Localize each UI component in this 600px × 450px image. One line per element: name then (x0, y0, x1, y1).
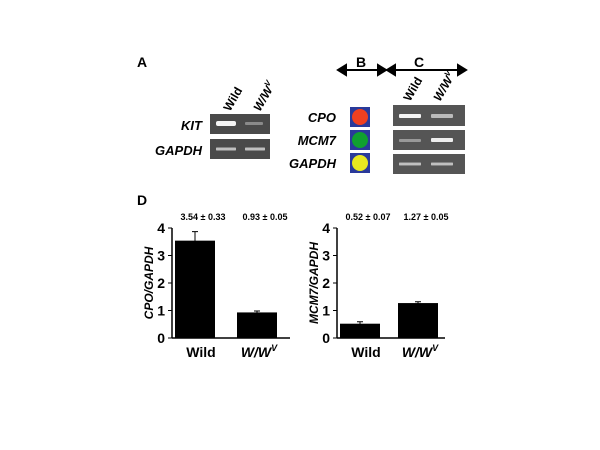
value-label: 1.27 ± 0.05 (404, 212, 449, 222)
gene-label: GAPDH (289, 156, 337, 171)
bar (237, 312, 277, 338)
panel-label: C (414, 54, 424, 70)
error-bar (357, 321, 363, 326)
y-tick-label: 1 (322, 303, 330, 319)
bar (175, 240, 215, 338)
x-tick-label: W/WV (402, 343, 439, 360)
gene-label: KIT (181, 118, 203, 133)
category-sup: V (271, 343, 278, 353)
y-tick-label: 3 (157, 248, 165, 264)
y-axis-label: MCM7/GAPDH (307, 242, 321, 324)
column-label: W/WV (250, 78, 279, 113)
y-tick-label: 4 (322, 220, 330, 236)
label-main: W/W (250, 83, 276, 114)
label-sup: V (443, 68, 454, 78)
y-tick-label: 4 (157, 220, 165, 236)
error-bar (192, 231, 198, 250)
panel-label: A (137, 54, 147, 70)
value-label: 0.52 ± 0.07 (346, 212, 391, 222)
column-label: Wild (220, 85, 245, 114)
gel (393, 105, 465, 174)
value-label: 3.54 ± 0.33 (181, 212, 226, 222)
panel-label: D (137, 192, 147, 208)
category-name: Wild (186, 344, 215, 360)
x-tick-label: W/WV (241, 343, 278, 360)
y-tick-label: 0 (157, 330, 165, 346)
y-axis-label: CPO/GAPDH (142, 246, 156, 319)
category-name: W/W (241, 344, 273, 360)
bracket-arrow (336, 63, 468, 77)
x-tick-label: Wild (351, 344, 380, 360)
gene-label: MCM7 (298, 133, 337, 148)
gene-label: CPO (308, 110, 336, 125)
bar (398, 303, 438, 338)
error-bar (254, 310, 260, 314)
column-label: W/WV (430, 68, 459, 103)
y-tick-label: 3 (322, 248, 330, 264)
gel (210, 114, 270, 159)
y-tick-label: 2 (157, 275, 165, 291)
panel-label: B (356, 54, 366, 70)
gene-label: GAPDH (155, 143, 203, 158)
y-tick-label: 2 (322, 275, 330, 291)
y-tick-label: 1 (157, 303, 165, 319)
x-tick-label: Wild (186, 344, 215, 360)
category-name: W/W (402, 344, 434, 360)
category-name: Wild (351, 344, 380, 360)
label-main: W/W (430, 73, 456, 104)
value-label: 0.93 ± 0.05 (243, 212, 288, 222)
category-sup: V (432, 343, 439, 353)
y-tick-label: 0 (322, 330, 330, 346)
label-sup: V (263, 78, 274, 88)
error-bar (415, 301, 421, 305)
bar (340, 323, 380, 338)
expression-spot (350, 107, 370, 173)
column-label: Wild (400, 75, 425, 104)
